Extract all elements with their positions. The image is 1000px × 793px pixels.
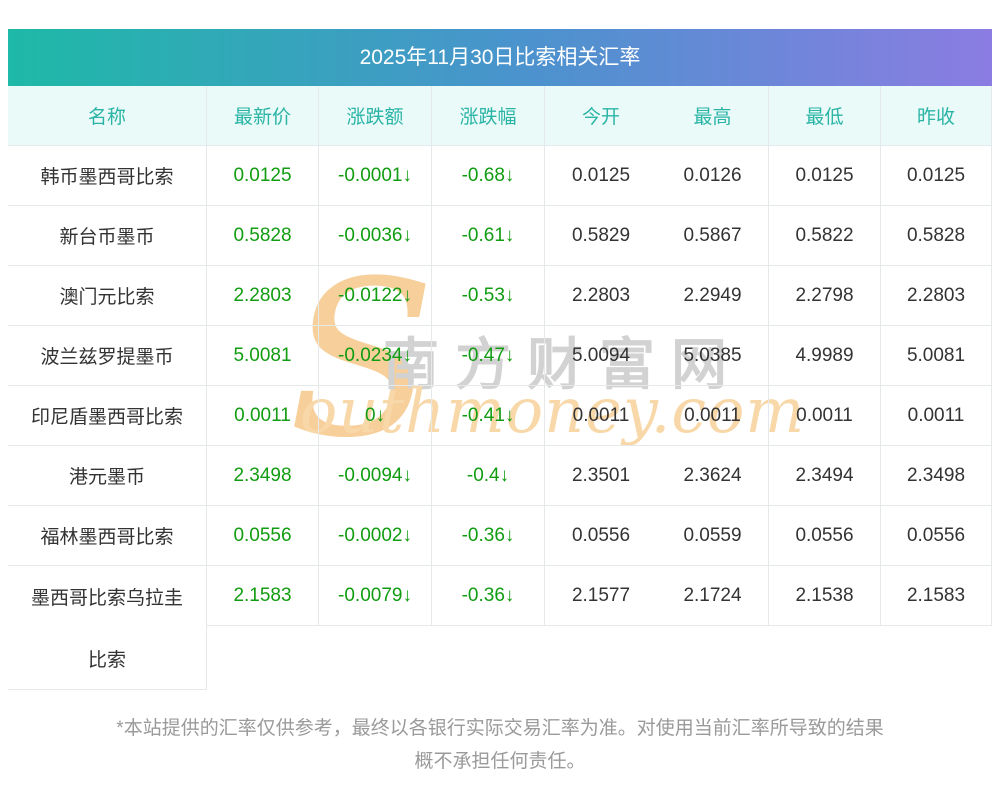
cell-prev: 0.0556	[881, 506, 992, 566]
header-cell-prev: 昨收	[881, 86, 992, 146]
cell-latest: 0.5828	[207, 206, 319, 266]
header-cell-change: 涨跌额	[319, 86, 432, 146]
table-row: 韩币墨西哥比索 0.0125 -0.0001↓ -0.68↓ 0.0125 0.0126 0…	[8, 146, 992, 206]
table-row: 墨西哥比索乌拉圭 比索 2.1583 -0.0079↓ -0.36↓ 2.1577 2.17…	[8, 566, 992, 690]
cell-name: 印尼盾墨西哥比索	[8, 386, 207, 446]
cell-low: 4.9989	[769, 326, 881, 386]
footnote-line-1: *本站提供的汇率仅供参考，最终以各银行实际交易汇率为准。对使用当前汇率所导致的结…	[116, 718, 884, 739]
cell-latest: 0.0011	[207, 386, 319, 446]
cell-change: -0.0001↓	[319, 146, 432, 206]
cell-name: 新台币墨币	[8, 206, 207, 266]
cell-high: 0.0559	[657, 506, 769, 566]
header-cell-open: 今开	[545, 86, 657, 146]
cell-open: 5.0094	[545, 326, 657, 386]
cell-open: 0.0556	[545, 506, 657, 566]
cell-low: 0.0011	[769, 386, 881, 446]
cell-latest: 0.0556	[207, 506, 319, 566]
cell-high: 2.1724	[657, 566, 769, 626]
cell-low: 2.1538	[769, 566, 881, 626]
cell-high: 0.0011	[657, 386, 769, 446]
cell-name: 墨西哥比索乌拉圭 比索	[8, 566, 207, 690]
cell-low: 0.5822	[769, 206, 881, 266]
cell-low: 0.0556	[769, 506, 881, 566]
cell-open: 0.0125	[545, 146, 657, 206]
cell-high: 2.3624	[657, 446, 769, 506]
header-cell-latest: 最新价	[207, 86, 319, 146]
cell-high: 0.0126	[657, 146, 769, 206]
table-row: 印尼盾墨西哥比索 0.0011 0↓ -0.41↓ 0.0011 0.0011 0.0011…	[8, 386, 992, 446]
cell-prev: 0.0011	[881, 386, 992, 446]
cell-name: 港元墨币	[8, 446, 207, 506]
cell-change: -0.0079↓	[319, 566, 432, 626]
cell-prev: 2.2803	[881, 266, 992, 326]
cell-change: -0.0002↓	[319, 506, 432, 566]
cell-pct: -0.61↓	[432, 206, 545, 266]
cell-open: 0.0011	[545, 386, 657, 446]
title-bar: 2025年11月30日比索相关汇率	[8, 29, 992, 86]
cell-name-line: 墨西哥比索乌拉圭	[30, 588, 183, 610]
cell-pct: -0.53↓	[432, 266, 545, 326]
header-cell-name: 名称	[8, 86, 207, 146]
cell-open: 0.5829	[545, 206, 657, 266]
cell-name: 福林墨西哥比索	[8, 506, 207, 566]
cell-high: 2.2949	[657, 266, 769, 326]
cell-change: -0.0122↓	[319, 266, 432, 326]
cell-low: 2.3494	[769, 446, 881, 506]
cell-prev: 5.0081	[881, 326, 992, 386]
header-row: 名称 最新价 涨跌额 涨跌幅 今开 最高 最低 昨收	[8, 86, 992, 146]
header-cell-pct: 涨跌幅	[432, 86, 545, 146]
rates-table: 名称 最新价 涨跌额 涨跌幅 今开 最高 最低 昨收 韩币墨西哥比索 0.0125 -0.0001…	[8, 86, 992, 690]
footnote-line-2: 概不承担任何责任。	[414, 751, 586, 772]
table-row: 福林墨西哥比索 0.0556 -0.0002↓ -0.36↓ 0.0556 0.0559 0…	[8, 506, 992, 566]
cell-open: 2.1577	[545, 566, 657, 626]
cell-pct: -0.36↓	[432, 566, 545, 626]
table-row: 波兰兹罗提墨币 5.0081 -0.0234↓ -0.47↓ 5.0094 5.0385 4…	[8, 326, 992, 386]
cell-pct: -0.41↓	[432, 386, 545, 446]
cell-high: 5.0385	[657, 326, 769, 386]
cell-change: 0↓	[319, 386, 432, 446]
cell-change: -0.0036↓	[319, 206, 432, 266]
table-row: 港元墨币 2.3498 -0.0094↓ -0.4↓ 2.3501 2.3624 2.349…	[8, 446, 992, 506]
cell-change: -0.0234↓	[319, 326, 432, 386]
table-row: 新台币墨币 0.5828 -0.0036↓ -0.61↓ 0.5829 0.5867 0.5…	[8, 206, 992, 266]
cell-pct: -0.4↓	[432, 446, 545, 506]
header-cell-low: 最低	[769, 86, 881, 146]
table-body: 韩币墨西哥比索 0.0125 -0.0001↓ -0.68↓ 0.0125 0.0126 0…	[8, 146, 992, 690]
cell-pct: -0.47↓	[432, 326, 545, 386]
page-title: 2025年11月30日比索相关汇率	[359, 46, 641, 69]
cell-low: 2.2798	[769, 266, 881, 326]
cell-open: 2.2803	[545, 266, 657, 326]
cell-high: 0.5867	[657, 206, 769, 266]
cell-open: 2.3501	[545, 446, 657, 506]
cell-prev: 2.3498	[881, 446, 992, 506]
cell-latest: 2.3498	[207, 446, 319, 506]
cell-low: 0.0125	[769, 146, 881, 206]
cell-prev: 2.1583	[881, 566, 992, 626]
cell-pct: -0.36↓	[432, 506, 545, 566]
table-row: 澳门元比索 2.2803 -0.0122↓ -0.53↓ 2.2803 2.2949 2.2…	[8, 266, 992, 326]
cell-latest: 2.1583	[207, 566, 319, 626]
cell-change: -0.0094↓	[319, 446, 432, 506]
header-cell-high: 最高	[657, 86, 769, 146]
cell-latest: 2.2803	[207, 266, 319, 326]
cell-name: 波兰兹罗提墨币	[8, 326, 207, 386]
cell-name: 澳门元比索	[8, 266, 207, 326]
cell-latest: 5.0081	[207, 326, 319, 386]
cell-pct: -0.68↓	[432, 146, 545, 206]
cell-latest: 0.0125	[207, 146, 319, 206]
cell-prev: 0.0125	[881, 146, 992, 206]
footnote: *本站提供的汇率仅供参考，最终以各银行实际交易汇率为准。对使用当前汇率所导致的结…	[8, 712, 992, 778]
cell-prev: 0.5828	[881, 206, 992, 266]
cell-name: 韩币墨西哥比索	[8, 146, 207, 206]
cell-name-line: 比索	[87, 649, 126, 671]
